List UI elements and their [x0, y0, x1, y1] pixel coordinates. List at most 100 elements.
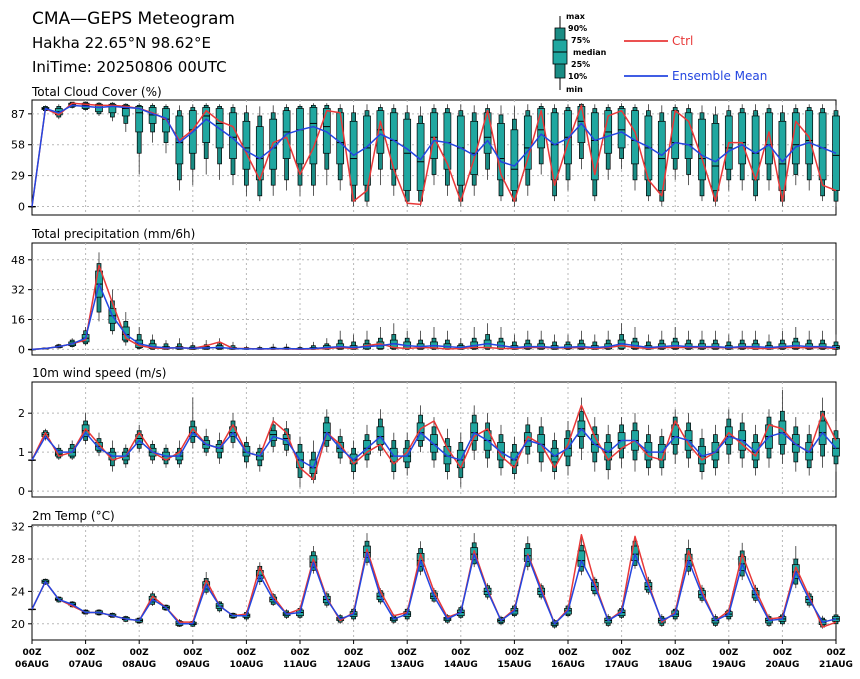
y-tick-label: 20: [11, 618, 25, 631]
x-tick-label-date: 14AUG: [444, 660, 478, 670]
y-tick-label: 48: [11, 254, 25, 267]
legend-label-p10: 10%: [568, 72, 587, 81]
box-inner: [376, 426, 385, 445]
y-tick-label: 2: [18, 407, 25, 420]
y-tick-label: 0: [18, 200, 25, 213]
box-inner: [765, 112, 773, 165]
box-plot: [28, 459, 36, 461]
box-inner: [617, 108, 626, 149]
box-plot: [497, 105, 505, 202]
box-plot: [296, 104, 304, 196]
x-tick-label-date: 18AUG: [658, 660, 692, 670]
y-tick-label: 32: [11, 284, 25, 297]
box-plot: [229, 413, 237, 449]
box-inner: [510, 129, 519, 191]
ctrl-series-line: [31, 404, 837, 481]
x-axis: 00Z 06AUG 00Z 07AUG 00Z 08AUG 00Z 09AUG 00Z 10AUG…: [15, 640, 853, 670]
box-inner: [711, 123, 720, 191]
y-tick-label: 1: [18, 446, 25, 459]
box-inner: [778, 120, 787, 191]
legend-label-min: min: [566, 85, 583, 94]
box-plot: [309, 103, 318, 196]
box-inner: [403, 118, 412, 191]
legend-label-median: median: [573, 48, 607, 57]
panel-title: Total Cloud Cover (%): [31, 85, 162, 99]
box-inner: [590, 112, 599, 181]
y-tick-label: 58: [11, 139, 25, 152]
y-tick-label: 28: [11, 553, 25, 566]
x-tick-label-hour: 00Z: [183, 648, 203, 658]
box-plot: [148, 103, 157, 143]
box-inner: [363, 115, 371, 186]
ensemble-mean-series-line: [31, 283, 837, 351]
y-tick-label: 87: [11, 108, 25, 121]
ensemble-mean-series-line: [31, 104, 837, 207]
location-text: Hakha 22.65°N 98.62°E: [32, 34, 211, 52]
legend-ctrl-label: Ctrl: [672, 34, 693, 48]
panel-frame: [31, 524, 837, 641]
box-inner: [671, 110, 680, 159]
panel-temperature: 2m Temp (°C) 20 24 28 32: [11, 509, 840, 641]
box-inner: [121, 104, 130, 117]
legend-label-p25: 25%: [571, 60, 590, 69]
x-tick-label-date: 19AUG: [712, 660, 746, 670]
box-plot: [28, 608, 36, 611]
x-tick-label-date: 10AUG: [229, 660, 263, 670]
box-inner: [242, 120, 251, 170]
chart-title: CMA—GEPS Meteogram: [32, 9, 235, 29]
box-inner: [523, 432, 532, 447]
box-plot: [28, 205, 36, 208]
x-tick-label-date: 07AUG: [69, 660, 103, 670]
x-tick-label-hour: 00Z: [773, 648, 793, 658]
y-tick-label: 16: [11, 314, 25, 327]
ensemble-mean-series-line: [31, 428, 837, 469]
box-inner: [202, 107, 211, 143]
y-tick-label: 24: [11, 585, 25, 598]
x-tick-label-date: 09AUG: [176, 660, 210, 670]
y-tick-label: 29: [11, 170, 25, 183]
x-tick-label-hour: 00Z: [719, 648, 739, 658]
x-tick-label-hour: 00Z: [612, 648, 632, 658]
box-inner: [497, 123, 505, 181]
panel-title: 2m Temp (°C): [32, 509, 115, 523]
box-plot: [202, 103, 211, 175]
box-plot: [322, 409, 331, 453]
box-inner: [148, 107, 157, 124]
box-plot: [403, 105, 412, 207]
box-inner: [322, 422, 331, 441]
box-inner: [430, 112, 438, 159]
box-inner: [443, 112, 452, 170]
x-tick-label-hour: 00Z: [558, 648, 578, 658]
panel-title: 10m wind speed (m/s): [32, 366, 166, 380]
box-plot: [577, 537, 586, 576]
x-tick-label-date: 12AUG: [337, 660, 371, 670]
box-inner: [470, 422, 479, 441]
x-tick-label-hour: 00Z: [451, 648, 471, 658]
x-tick-label-hour: 00Z: [76, 648, 96, 658]
box-inner: [108, 103, 117, 114]
panel-title: Total precipitation (mm/6h): [31, 227, 195, 241]
panel-precipitation: Total precipitation (mm/6h) 0 16 32 48: [11, 227, 840, 356]
x-tick-label-hour: 00Z: [237, 648, 257, 658]
x-tick-label-date: 15AUG: [497, 660, 531, 670]
box-inner: [135, 106, 144, 133]
panel-cloud-cover: Total Cloud Cover (%) 0 29 58 87: [11, 85, 840, 216]
legend-label-max: max: [566, 12, 586, 21]
x-tick-label-hour: 00Z: [398, 648, 418, 658]
legend-mean-label: Ensemble Mean: [672, 69, 767, 83]
box-inner: [631, 110, 639, 165]
box-plot: [483, 104, 492, 180]
box-inner: [684, 112, 693, 159]
x-tick-label-hour: 00Z: [22, 648, 42, 658]
x-tick-label-date: 06AUG: [15, 660, 49, 670]
y-tick-label: 0: [18, 485, 25, 498]
box-inner: [523, 115, 532, 170]
box-plot: [255, 106, 264, 202]
box-inner: [456, 115, 465, 186]
x-tick-label-date: 16AUG: [551, 660, 585, 670]
panel-wind-speed: 10m wind speed (m/s) 0 1 2: [18, 366, 840, 498]
box-plot: [269, 417, 278, 453]
x-tick-label-hour: 00Z: [130, 648, 150, 658]
x-tick-label-hour: 00Z: [505, 648, 525, 658]
